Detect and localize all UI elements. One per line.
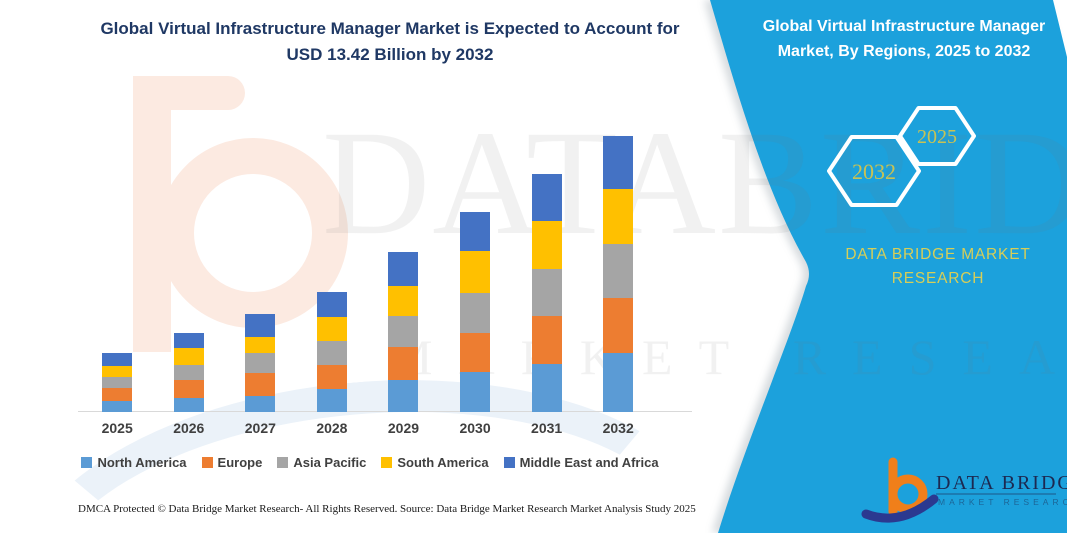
bar-segment-2030-europe — [460, 332, 491, 372]
legend-item-south-america: South America — [381, 455, 489, 470]
legend-item-europe: Europe — [201, 455, 263, 470]
bar-segment-2025-south-america — [102, 366, 133, 378]
bar-segment-2029-asia-pacific — [388, 315, 419, 348]
bar-segment-2025-middle-east-and-africa — [102, 352, 133, 367]
legend-item-north-america: North America — [81, 455, 187, 470]
bar-segment-2030-middle-east-and-africa — [460, 212, 491, 252]
bar-segment-2032-north-america — [603, 353, 634, 412]
bar-2025 — [102, 352, 133, 412]
legend-swatch — [381, 457, 393, 468]
chart-legend: North America Europe Asia Pacific South Ame… — [40, 455, 700, 470]
bar-segment-2027-middle-east-and-africa — [245, 313, 276, 337]
bar-segment-2027-europe — [245, 372, 276, 396]
x-axis-label-2025: 2025 — [101, 420, 133, 436]
bar-segment-2031-middle-east-and-africa — [531, 173, 562, 222]
x-axis-line — [78, 411, 692, 412]
legend-item-asia-pacific: Asia Pacific — [277, 455, 366, 470]
bar-segment-2026-asia-pacific — [173, 364, 204, 381]
panel-brand-line1: DATA BRIDGE MARKET — [845, 246, 1031, 263]
legend-label: Asia Pacific — [293, 455, 367, 470]
bar-segment-2031-north-america — [531, 363, 562, 412]
bar-2030 — [460, 212, 491, 412]
x-axis-label-2027: 2027 — [244, 420, 276, 436]
bar-segment-2028-europe — [316, 364, 347, 389]
bar-segment-2031-europe — [531, 315, 562, 364]
bar-segment-2029-north-america — [388, 380, 419, 412]
legend-label: South America — [397, 455, 489, 470]
bar-segment-2029-middle-east-and-africa — [388, 251, 419, 286]
x-axis-label-2030: 2030 — [459, 420, 491, 436]
bar-segment-2027-south-america — [245, 336, 276, 354]
legend-item-middle-east-and-africa: Middle East and Africa — [503, 455, 659, 470]
bar-2031 — [531, 173, 562, 412]
x-axis-label-2026: 2026 — [173, 420, 205, 436]
bar-segment-2028-middle-east-and-africa — [316, 292, 347, 317]
x-axis-label-2032: 2032 — [602, 420, 634, 436]
bar-segment-2025-north-america — [102, 400, 133, 412]
bar-segment-2029-south-america — [388, 285, 419, 316]
bar-2032 — [603, 136, 634, 412]
bar-segment-2026-north-america — [173, 397, 204, 412]
panel-title-line2: Market, By Regions, 2025 to 2032 — [777, 43, 1031, 60]
legend-label: North America — [97, 455, 187, 470]
bar-segment-2026-middle-east-and-africa — [173, 333, 204, 349]
bar-segment-2030-asia-pacific — [460, 293, 491, 333]
legend-swatch — [81, 457, 93, 468]
x-axis-label-2031: 2031 — [531, 420, 563, 436]
bar-segment-2028-south-america — [316, 316, 347, 341]
bar-segment-2028-north-america — [316, 389, 347, 412]
chart-title-line1: Global Virtual Infrastructure Manager Ma… — [100, 19, 680, 38]
bar-segment-2025-europe — [102, 387, 133, 401]
bar-segment-2031-south-america — [531, 221, 562, 269]
bar-segment-2027-north-america — [245, 395, 276, 412]
source-footer-text: Source: Data Bridge Market Research Mark… — [400, 503, 696, 515]
bar-segment-2030-north-america — [460, 371, 491, 412]
bar-segment-2029-europe — [388, 347, 419, 381]
legend-swatch — [503, 457, 515, 468]
chart-title-line2: USD 13.42 Billion by 2032 — [286, 45, 494, 64]
bar-2029 — [388, 251, 419, 412]
panel-shape — [710, 0, 1067, 533]
bar-segment-2032-asia-pacific — [603, 244, 634, 298]
bar-segment-2030-south-america — [460, 251, 491, 294]
bar-segment-2027-asia-pacific — [245, 353, 276, 373]
bar-segment-2028-asia-pacific — [316, 340, 347, 365]
panel-title-line1: Global Virtual Infrastructure Manager — [762, 18, 1046, 35]
bar-segment-2032-europe — [603, 297, 634, 354]
x-axis-label-2028: 2028 — [316, 420, 348, 436]
legend-label: Middle East and Africa — [519, 455, 659, 470]
bar-segment-2026-europe — [173, 380, 204, 398]
bar-segment-2026-south-america — [173, 348, 204, 365]
bar-segment-2031-asia-pacific — [531, 268, 562, 316]
legend-swatch — [201, 457, 213, 468]
legend-swatch — [277, 457, 289, 468]
panel-brand-text: DATA BRIDGE MARKET RESEARCH — [770, 243, 1067, 291]
legend-label: Europe — [217, 455, 263, 470]
bar-segment-2032-south-america — [603, 188, 634, 245]
bar-segment-2032-middle-east-and-africa — [603, 136, 634, 189]
panel-title: Global Virtual Infrastructure Manager Ma… — [745, 14, 1063, 64]
bar-2027 — [245, 313, 276, 412]
dmca-footer-text: DMCA Protected © Data Bridge Market Rese… — [78, 503, 398, 515]
x-axis-label-2029: 2029 — [387, 420, 420, 436]
bar-2026 — [173, 333, 204, 412]
chart-title: Global Virtual Infrastructure Manager Ma… — [28, 16, 752, 68]
panel-brand-line2: RESEARCH — [891, 270, 985, 287]
bar-segment-2025-asia-pacific — [102, 377, 133, 388]
bar-2028 — [316, 292, 347, 412]
